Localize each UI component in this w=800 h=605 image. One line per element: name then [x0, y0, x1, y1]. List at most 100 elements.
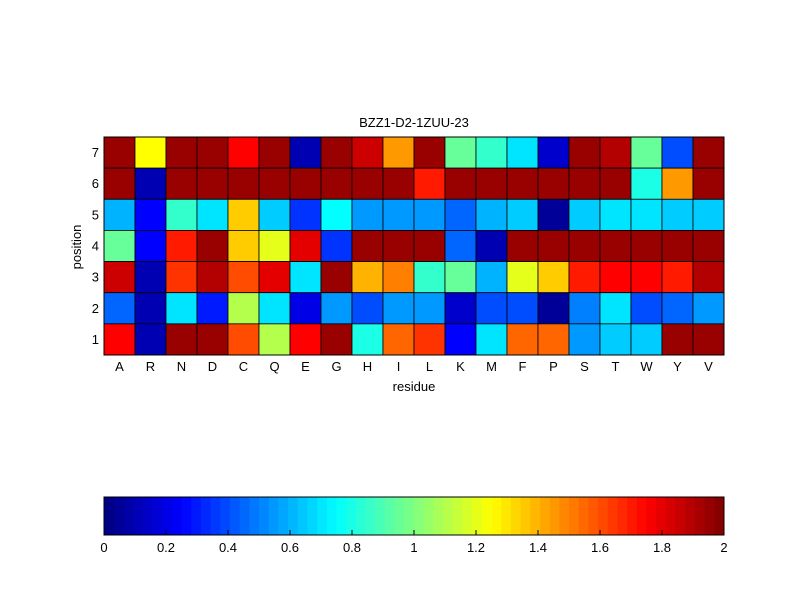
heatmap-cell-T-3: [599, 261, 632, 294]
heatmap-cell-L-1: [413, 323, 446, 356]
heatmap-cell-H-4: [351, 230, 384, 262]
heatmap-cell-S-2: [568, 292, 601, 325]
colorbar-band: [433, 497, 444, 535]
heatmap-cell-Y-2: [661, 292, 694, 325]
heatmap-cell-C-7: [227, 136, 260, 169]
colorbar-tick-labels: 0 0.2 0.4 0.6 0.8 1 1.2 1.4 1.6 1.8 2: [100, 530, 728, 555]
colorbar-band: [452, 497, 463, 535]
heatmap-cell-W-6: [630, 167, 663, 200]
heatmap-cell-H-5: [351, 198, 384, 231]
colorbar-band: [462, 497, 473, 535]
heatmap-cell-P-7: [537, 136, 570, 169]
heatmap-cell-H-3: [351, 261, 384, 294]
colorbar-tick-label: 0.6: [281, 540, 299, 555]
heatmap-cell-M-3: [475, 261, 508, 294]
colorbar-band: [288, 497, 299, 535]
colorbar-tick-label: 0.4: [219, 540, 237, 555]
heatmap-cell-Y-7: [661, 136, 694, 169]
colorbar-band: [200, 497, 211, 535]
colorbar-tick-label: 0: [100, 540, 107, 555]
heatmap-cell-T-2: [599, 292, 632, 325]
heatmap-cell-L-3: [413, 261, 446, 294]
y-tick-label: 4: [92, 239, 99, 254]
x-tick-label: V: [704, 359, 713, 374]
heatmap-cell-V-2: [692, 292, 725, 325]
colorbar-band: [472, 497, 483, 535]
heatmap-cell-S-6: [568, 167, 601, 200]
heatmap-cell-I-5: [382, 198, 415, 231]
colorbar-band: [414, 497, 425, 535]
heatmap-cell-Q-7: [258, 136, 291, 169]
heatmap-cell-G-5: [320, 198, 353, 231]
colorbar-band: [627, 497, 638, 535]
heatmap-cell-P-2: [537, 292, 570, 325]
heatmap-cell-N-2: [165, 292, 198, 325]
colorbar-band: [365, 497, 376, 535]
x-tick-label: D: [208, 359, 217, 374]
colorbar-band: [336, 497, 347, 535]
heatmap-cell-C-3: [227, 261, 260, 294]
heatmap-cell-F-6: [506, 167, 539, 200]
heatmap-cell-T-5: [599, 198, 632, 231]
colorbar-band: [539, 497, 551, 535]
y-tick-label: 2: [92, 301, 99, 316]
x-tick-label: F: [519, 359, 527, 374]
colorbar-tick-label: 1.4: [529, 540, 547, 555]
heatmap-cell-F-7: [506, 136, 539, 169]
heatmap-cell-Q-3: [258, 261, 291, 294]
heatmap-cell-V-3: [692, 261, 725, 294]
colorbar-band: [646, 497, 657, 535]
heatmap-cell-A-5: [103, 198, 136, 231]
heatmap-cell-T-7: [599, 136, 632, 169]
heatmap-cell-F-1: [506, 323, 539, 356]
y-axis-label: position: [69, 225, 84, 270]
y-tick-label: 3: [92, 270, 99, 285]
colorbar-band: [113, 497, 124, 535]
x-tick-label: G: [331, 359, 341, 374]
heatmap-cell-R-6: [134, 167, 167, 200]
heatmap-cell-V-6: [692, 167, 725, 200]
heatmap-cell-A-6: [103, 167, 136, 200]
colorbar-band: [229, 497, 241, 535]
x-tick-label: M: [486, 359, 497, 374]
colorbar-band: [520, 497, 531, 535]
x-tick-label: T: [612, 359, 620, 374]
heatmap-cell-Y-6: [661, 167, 694, 200]
heatmap-cell-P-4: [537, 230, 570, 262]
heatmap-cell-S-1: [568, 323, 601, 356]
heatmap-cell-A-3: [103, 261, 136, 294]
heatmap-cell-H-7: [351, 136, 384, 169]
colorbar-band: [375, 497, 386, 535]
heatmap-cell-K-6: [444, 167, 477, 200]
heatmap-cell-E-3: [289, 261, 322, 294]
heatmap-cell-V-4: [692, 230, 725, 262]
heatmap-cell-A-7: [103, 136, 136, 169]
heatmap-cell-N-1: [165, 323, 198, 356]
heatmap-cell-V-5: [692, 198, 725, 231]
colorbar-band: [578, 497, 589, 535]
colorbar-band: [123, 497, 134, 535]
heatmap-cell-R-7: [134, 136, 167, 169]
heatmap-cell-R-4: [134, 230, 167, 262]
heatmap-cell-A-2: [103, 292, 136, 325]
colorbar-tick-label: 0.8: [343, 540, 361, 555]
heatmap-cell-D-5: [196, 198, 229, 231]
colorbar-tick-label: 1.6: [591, 540, 609, 555]
colorbar-band: [694, 497, 706, 535]
colorbar-gradient: [104, 497, 725, 535]
colorbar-band: [307, 497, 318, 535]
heatmap-cell-N-3: [165, 261, 198, 294]
heatmap-cell-M-1: [475, 323, 508, 356]
heatmap-cell-S-4: [568, 230, 601, 262]
heatmap-cells: [103, 136, 725, 356]
colorbar-band: [191, 497, 202, 535]
heatmap-cell-G-7: [320, 136, 353, 169]
heatmap-cell-Y-5: [661, 198, 694, 231]
heatmap-cell-D-7: [196, 136, 229, 169]
heatmap-cell-K-2: [444, 292, 477, 325]
heatmap-cell-K-3: [444, 261, 477, 294]
colorbar-band: [559, 497, 570, 535]
heatmap-cell-M-4: [475, 230, 508, 262]
y-tick-label: 7: [92, 145, 99, 160]
